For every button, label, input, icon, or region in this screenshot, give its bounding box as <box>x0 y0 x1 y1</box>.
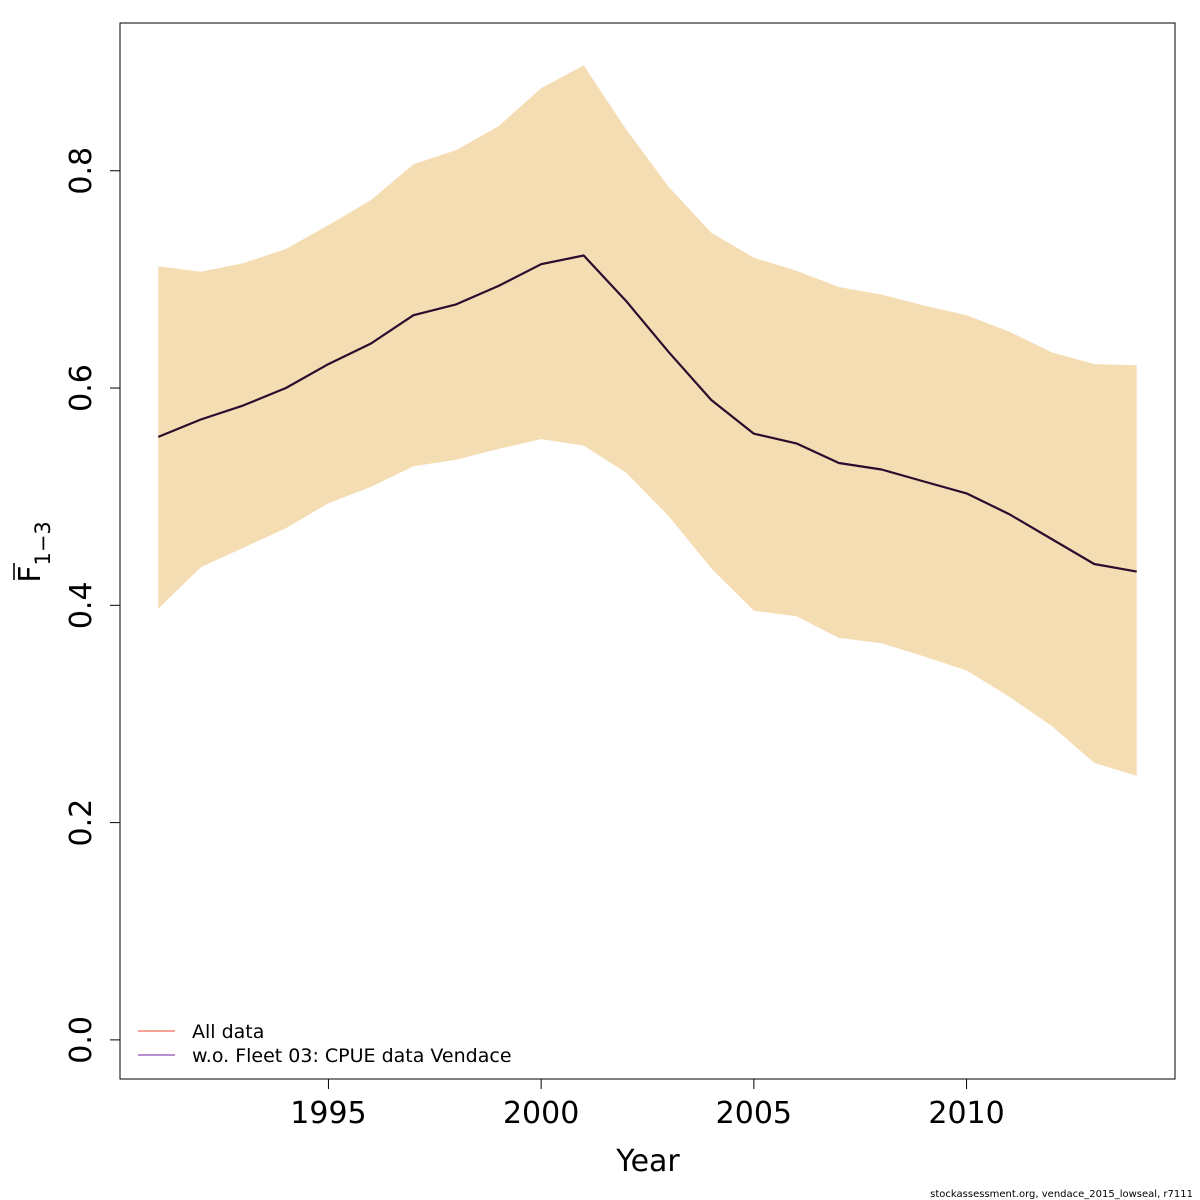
series-line <box>157 254 1137 573</box>
series-line-layer <box>157 254 1137 573</box>
x-tick-label: 2005 <box>716 1096 792 1131</box>
plot-frame <box>119 22 1176 1080</box>
y-axis-title-base: F <box>13 566 48 583</box>
y-axis: 0.0 0.2 0.4 0.6 0.8 <box>64 147 120 1064</box>
svg-text:F1−3: F1−3 <box>13 521 55 583</box>
confidence-band-layer <box>158 65 1137 776</box>
y-axis-title-subscript: 1−3 <box>31 521 55 565</box>
y-tick-label: 0.2 <box>64 799 99 847</box>
footer-source: stockassessment.org, vendace_2015_lowsea… <box>930 1189 1193 1200</box>
x-tick-label: 1995 <box>290 1096 366 1131</box>
x-axis-title: Year <box>615 1144 680 1179</box>
y-tick-label: 0.4 <box>64 581 99 629</box>
legend-label-without-fleet-03: w.o. Fleet 03: CPUE data Vendace <box>192 1045 512 1067</box>
x-axis: 1995 2000 2005 2010 <box>290 1079 1005 1131</box>
x-tick-label: 2000 <box>503 1096 579 1131</box>
y-tick-label: 0.8 <box>64 147 99 195</box>
y-axis-title: F1−3 <box>13 521 55 583</box>
y-tick-label: 0.0 <box>64 1016 99 1064</box>
confidence-band <box>158 65 1137 776</box>
legend-label-all-data: All data <box>192 1021 264 1043</box>
x-tick-label: 2010 <box>928 1096 1004 1131</box>
legend: All data w.o. Fleet 03: CPUE data Vendac… <box>138 1021 512 1067</box>
y-tick-label: 0.6 <box>64 364 99 412</box>
